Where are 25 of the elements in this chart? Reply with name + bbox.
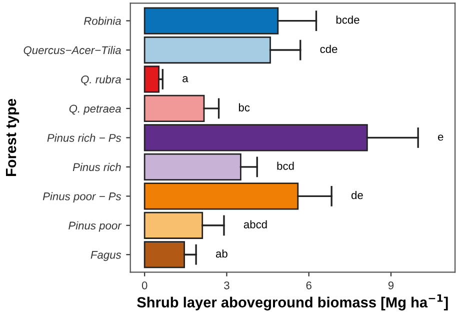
x-tick-label: 0 bbox=[142, 281, 148, 290]
y-tick-label: Q. petraea bbox=[69, 104, 121, 115]
annotation: e bbox=[438, 134, 444, 141]
y-tick-label: Quercus−Acer−Tilia bbox=[24, 46, 121, 56]
annotation: bcde bbox=[336, 16, 360, 24]
bar bbox=[144, 66, 160, 93]
y-tick-label: Pinus poor − Ps bbox=[42, 192, 122, 202]
annotation: bcd bbox=[277, 162, 294, 170]
annotation: abcd bbox=[244, 220, 267, 228]
annotation: de bbox=[351, 190, 363, 200]
annotation: a bbox=[182, 76, 188, 82]
y-axis-title: Forest type bbox=[6, 98, 20, 176]
x-tick-label: 6 bbox=[306, 281, 312, 290]
y-tick-label: Q. rubra bbox=[81, 75, 121, 86]
x-axis-title: Shrub layer aboveground biomass [Mg ha$^{−1}$] bbox=[137, 294, 448, 310]
annotation: bc bbox=[238, 103, 250, 112]
annotation: cde bbox=[320, 44, 338, 53]
x-tick-label: 3 bbox=[224, 281, 230, 290]
y-tick-label: Pinus rich − Ps bbox=[47, 134, 122, 142]
x-tick-label: 9 bbox=[388, 281, 394, 290]
y-tick-label: Fagus bbox=[90, 251, 122, 261]
y-tick-label: Robinia bbox=[84, 16, 121, 25]
y-tick-label: Pinus rich bbox=[72, 162, 121, 172]
y-tick-label: Pinus poor bbox=[68, 221, 122, 232]
annotation: ab bbox=[216, 249, 228, 258]
